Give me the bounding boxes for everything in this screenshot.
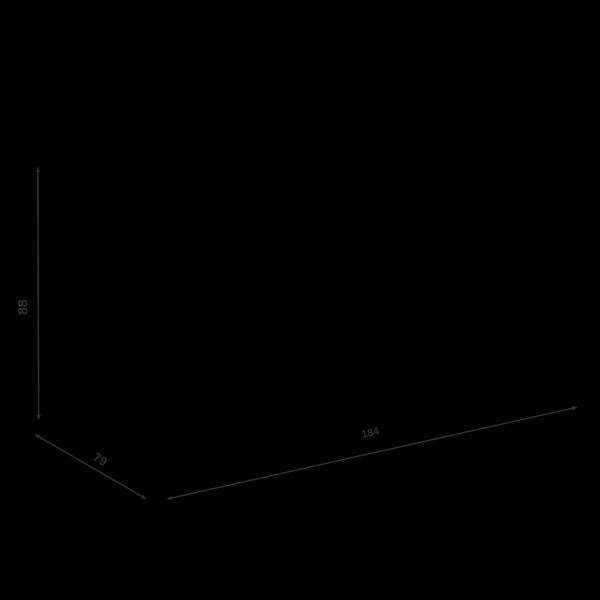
svg-text:88: 88: [15, 299, 31, 315]
